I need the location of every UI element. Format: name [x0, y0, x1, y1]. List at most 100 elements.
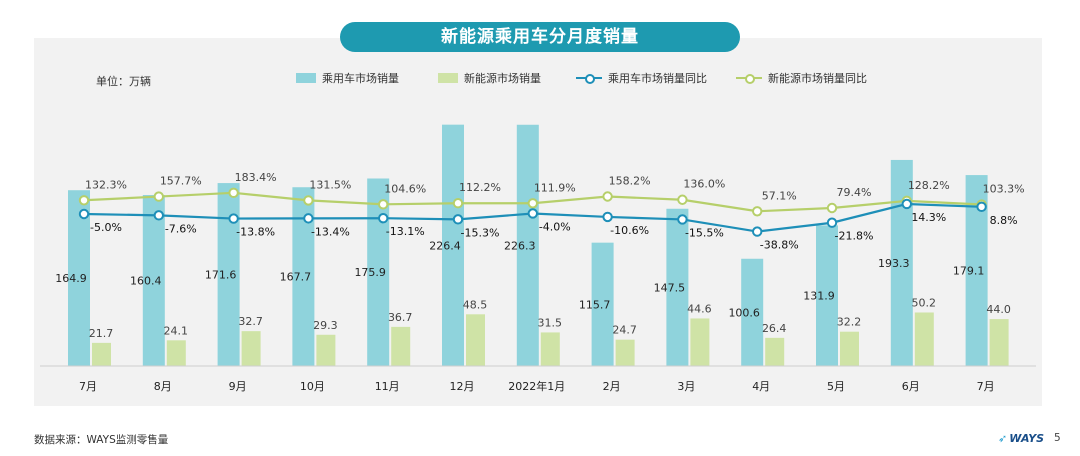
x-tick-label: 12月	[450, 380, 475, 393]
bar-label-nev-sales: 32.2	[837, 316, 862, 329]
bar-nev-sales	[241, 331, 261, 366]
legend-label-nev-yoy: 新能源市场销量同比	[768, 72, 867, 85]
legend-swatch-nev-yoy	[736, 72, 762, 84]
bar-nev-sales	[989, 319, 1009, 366]
x-tick-label: 6月	[902, 380, 920, 393]
bar-label-passenger-sales: 226.4	[429, 239, 461, 252]
passenger-yoy-label: -7.6%	[165, 222, 197, 235]
legend-item-nev-sales: 新能源市场销量	[438, 70, 541, 86]
bar-passenger-sales	[292, 187, 315, 366]
x-tick-label: 9月	[229, 380, 247, 393]
bar-passenger-sales	[217, 183, 240, 366]
nev-yoy-point	[752, 206, 763, 217]
nev-yoy-point	[78, 195, 90, 206]
passenger-yoy-label: -21.8%	[835, 230, 874, 243]
bar-label-nev-sales: 29.3	[313, 319, 338, 332]
nev-yoy-point	[303, 195, 314, 206]
passenger-yoy-point	[901, 198, 912, 210]
nev-yoy-point	[677, 194, 688, 205]
nev-yoy-point	[826, 202, 838, 214]
nev-yoy-label: 132.3%	[85, 178, 127, 191]
bar-label-nev-sales: 26.4	[762, 322, 787, 335]
x-tick-label: 2月	[603, 380, 621, 393]
bar-passenger-sales	[367, 178, 390, 366]
bar-passenger-sales	[965, 175, 988, 366]
bar-nev-sales	[914, 312, 934, 366]
source-note: 数据来源：WAYS监测零售量	[34, 434, 169, 446]
passenger-yoy-point	[228, 213, 239, 224]
passenger-yoy-label: -13.1%	[386, 225, 425, 238]
passenger-yoy-label: -38.8%	[760, 239, 799, 252]
chart-title: 新能源乘用车分月度销量	[340, 22, 740, 52]
unit-label: 单位：万辆	[96, 75, 151, 88]
bar-nev-sales	[765, 337, 785, 366]
x-tick-label: 10月	[300, 380, 325, 393]
bar-label-passenger-sales: 160.4	[130, 275, 162, 288]
bar-nev-sales	[92, 342, 111, 366]
passenger-yoy-label: -15.3%	[461, 226, 500, 239]
x-tick-label: 7月	[977, 380, 995, 393]
bar-label-nev-sales: 48.5	[463, 298, 488, 311]
x-tick-label: 5月	[827, 380, 845, 393]
bar-label-passenger-sales: 167.7	[280, 271, 312, 284]
bar-label-passenger-sales: 164.9	[55, 272, 87, 285]
nev-yoy-point	[378, 199, 389, 210]
nev-yoy-label: 57.1%	[762, 189, 797, 202]
bar-passenger-sales	[442, 124, 464, 367]
nev-yoy-label: 136.0%	[683, 178, 725, 191]
passenger-yoy-label: -15.5%	[685, 226, 724, 239]
bar-label-passenger-sales: 175.9	[354, 266, 386, 279]
bar-label-nev-sales: 44.6	[687, 302, 712, 315]
legend-label-passenger-sales: 乘用车市场销量	[322, 72, 399, 85]
bar-nev-sales	[615, 339, 635, 366]
bar-label-passenger-sales: 115.7	[579, 298, 611, 311]
bar-label-passenger-sales: 179.1	[953, 265, 985, 278]
passenger-yoy-point	[527, 208, 538, 219]
nev-yoy-label: 111.9%	[534, 181, 576, 194]
passenger-yoy-point	[826, 217, 838, 228]
ways-logo: ➶ WAYS	[998, 432, 1044, 445]
bar-nev-sales	[316, 334, 336, 366]
bar-passenger-sales	[816, 225, 838, 366]
bar-passenger-sales	[741, 258, 764, 366]
bar-label-passenger-sales: 226.3	[504, 239, 536, 252]
bar-label-nev-sales: 32.7	[238, 315, 263, 328]
nev-yoy-label: 158.2%	[609, 175, 651, 188]
passenger-yoy-point	[303, 213, 314, 224]
bar-label-passenger-sales: 131.9	[803, 290, 835, 303]
bar-label-nev-sales: 24.7	[612, 324, 637, 337]
passenger-yoy-label: -13.8%	[236, 226, 275, 239]
bar-label-nev-sales: 24.1	[164, 324, 189, 337]
bar-passenger-sales	[666, 208, 689, 366]
legend-label-passenger-yoy: 乘用车市场销量同比	[608, 72, 707, 85]
legend-swatch-passenger-sales	[296, 73, 316, 83]
nev-yoy-label: 79.4%	[837, 186, 872, 199]
passenger-yoy-label: 8.8%	[990, 214, 1018, 227]
passenger-yoy-label: 14.3%	[911, 211, 946, 224]
bar-passenger-sales	[591, 242, 614, 366]
passenger-yoy-label: -10.6%	[610, 224, 649, 237]
x-tick-label: 2022年1月	[508, 379, 565, 393]
passenger-yoy-point	[976, 201, 987, 213]
passenger-yoy-point	[452, 214, 464, 225]
bar-nev-sales	[466, 314, 485, 366]
passenger-yoy-label: -4.0%	[539, 220, 571, 233]
bar-nev-sales	[840, 331, 859, 366]
legend-swatch-nev-sales	[438, 73, 458, 83]
bar-nev-sales	[391, 326, 411, 366]
nev-yoy-point	[452, 198, 464, 209]
passenger-yoy-label: -5.0%	[90, 221, 122, 234]
nev-yoy-label: 131.5%	[309, 178, 351, 191]
bar-passenger-sales	[68, 190, 90, 366]
bar-nev-sales	[166, 340, 186, 366]
nev-yoy-point	[228, 187, 239, 199]
passenger-yoy-point	[153, 210, 165, 221]
logo-text: WAYS	[1009, 432, 1045, 445]
passenger-yoy-point	[602, 211, 613, 223]
passenger-yoy-point	[677, 214, 688, 225]
legend-item-passenger-yoy: 乘用车市场销量同比	[576, 70, 707, 86]
bar-nev-sales	[690, 318, 710, 366]
bar-passenger-sales	[516, 124, 539, 367]
nev-yoy-label: 128.2%	[908, 179, 950, 192]
nev-yoy-point	[153, 191, 165, 202]
